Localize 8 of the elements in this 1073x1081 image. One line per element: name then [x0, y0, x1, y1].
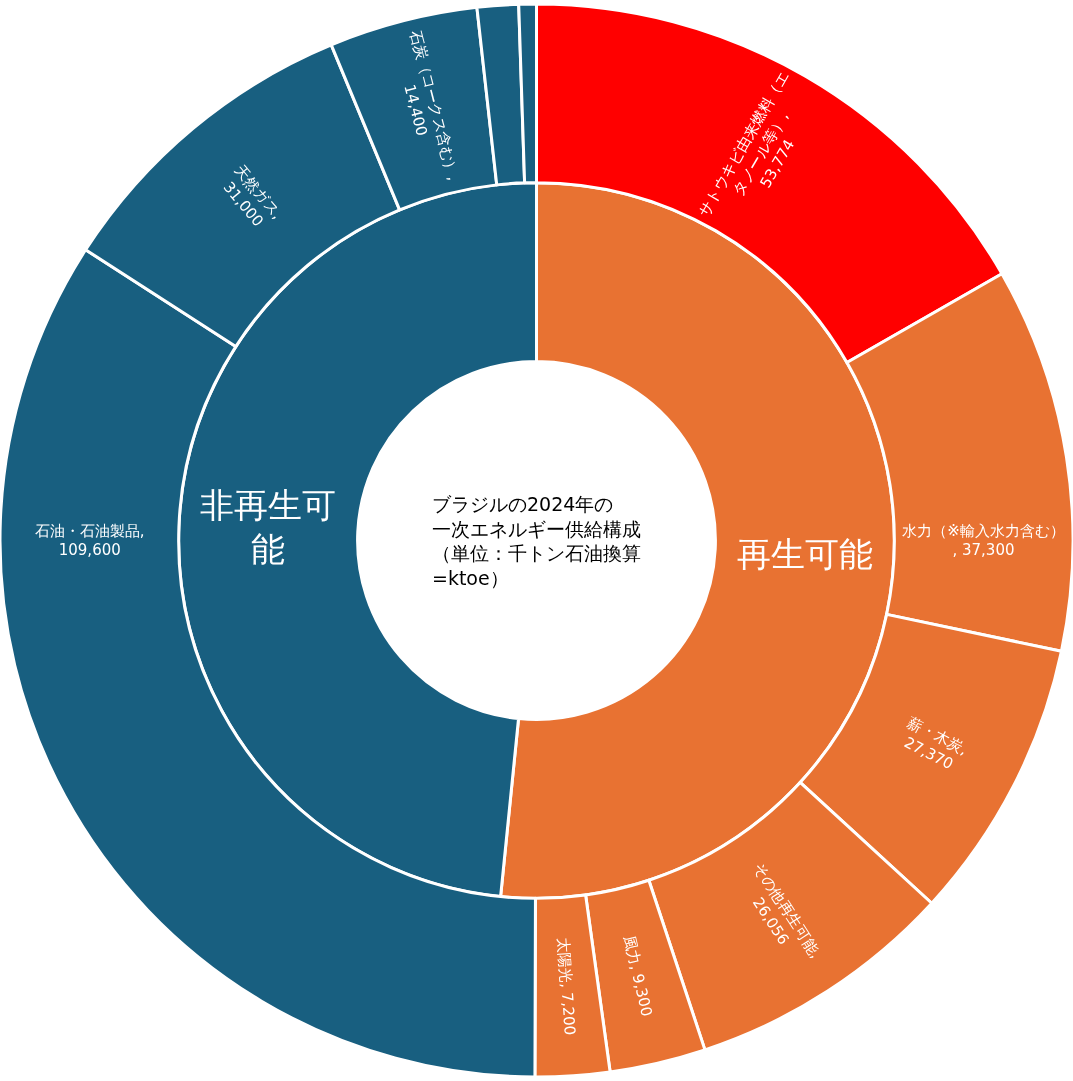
slice-label: 再生可能: [736, 533, 873, 574]
slice-label: 風力, 9,300: [619, 933, 656, 1019]
text: ブラジルの2024年の一次エネルギー供給構成（単位：千トン石油換算=ktoe）: [432, 493, 641, 590]
slice-label: 非再生可能: [200, 484, 337, 570]
slice-label: 石油・石油製品, 109,600: [34, 521, 145, 560]
slice-label: 水力（※輸入水力含む）, 37,300: [902, 521, 1065, 560]
slice-label: 太陽光, 7,200: [554, 937, 579, 1036]
slice-label: 石炭（コークス含む）, 14,400: [400, 28, 463, 183]
